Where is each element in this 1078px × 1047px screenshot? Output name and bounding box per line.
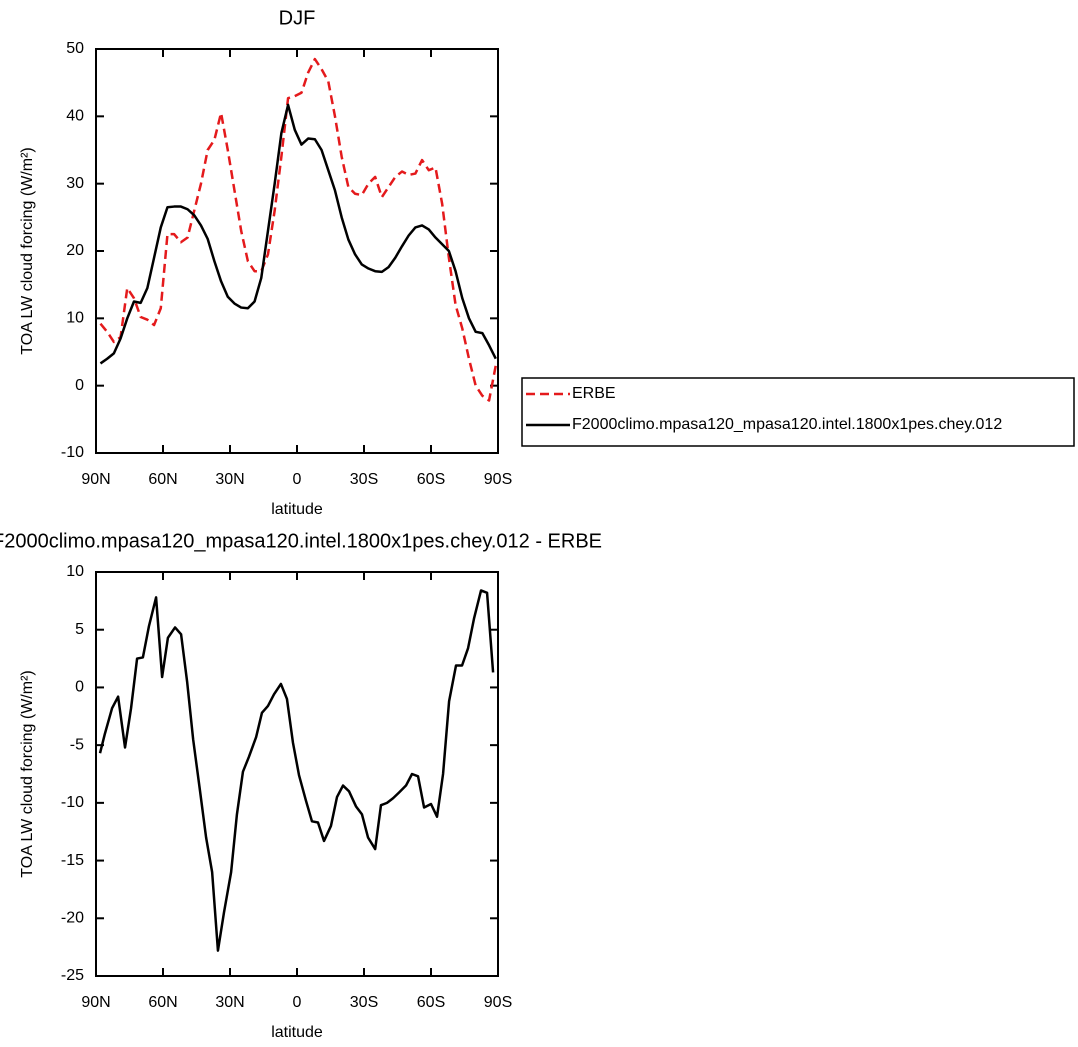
x-tick-label: 30N [215, 994, 244, 1011]
x-tick-label: 60N [148, 994, 177, 1011]
chart-title: F2000climo.mpasa120_mpasa120.intel.1800x… [0, 530, 602, 552]
y-tick-label: -25 [61, 967, 84, 984]
plot-frame [95, 48, 499, 454]
x-tick-label: 30N [215, 471, 244, 488]
x-tick-label: 60N [148, 471, 177, 488]
y-tick-label: 40 [66, 108, 84, 125]
y-tick-label: 50 [66, 40, 84, 57]
y-tick-label: 0 [75, 377, 84, 394]
y-tick-label: -20 [61, 910, 84, 927]
y-tick-label: 20 [66, 242, 84, 259]
y-tick-label: -15 [61, 852, 84, 869]
x-tick-label: 90S [484, 471, 512, 488]
legend-frame [521, 377, 1075, 447]
y-tick-label: -10 [61, 794, 84, 811]
y-tick-label: 5 [75, 621, 84, 638]
x-tick-label: 60S [417, 994, 445, 1011]
x-tick-label: 90S [484, 994, 512, 1011]
x-axis-label: latitude [271, 1024, 323, 1041]
y-axis-label: TOA LW cloud forcing (W/m²) [19, 670, 36, 877]
x-tick-label: 90N [81, 994, 110, 1011]
y-tick-label: 0 [75, 679, 84, 696]
x-tick-label: 0 [293, 994, 302, 1011]
y-tick-label: -10 [61, 444, 84, 461]
y-axis-label: TOA LW cloud forcing (W/m²) [19, 147, 36, 354]
chart-title: DJF [279, 7, 316, 29]
data-line [99, 103, 497, 365]
y-tick-label: -5 [70, 736, 84, 753]
x-tick-label: 90N [81, 471, 110, 488]
data-line [98, 589, 495, 952]
plot-frame [95, 571, 499, 977]
y-tick-label: 10 [66, 563, 84, 580]
data-line [99, 57, 497, 402]
y-tick-label: 30 [66, 175, 84, 192]
y-tick-label: 10 [66, 310, 84, 327]
legend: ERBE F2000climo.mpasa120_mpasa120.intel.1… [521, 377, 1075, 447]
x-tick-label: 60S [417, 471, 445, 488]
x-tick-label: 30S [350, 994, 378, 1011]
x-tick-label: 0 [293, 471, 302, 488]
legend-label: F2000climo.mpasa120_mpasa120.intel.1800x… [572, 416, 1002, 433]
x-tick-label: 30S [350, 471, 378, 488]
legend-label: ERBE [572, 385, 616, 402]
x-axis-label: latitude [271, 501, 323, 518]
